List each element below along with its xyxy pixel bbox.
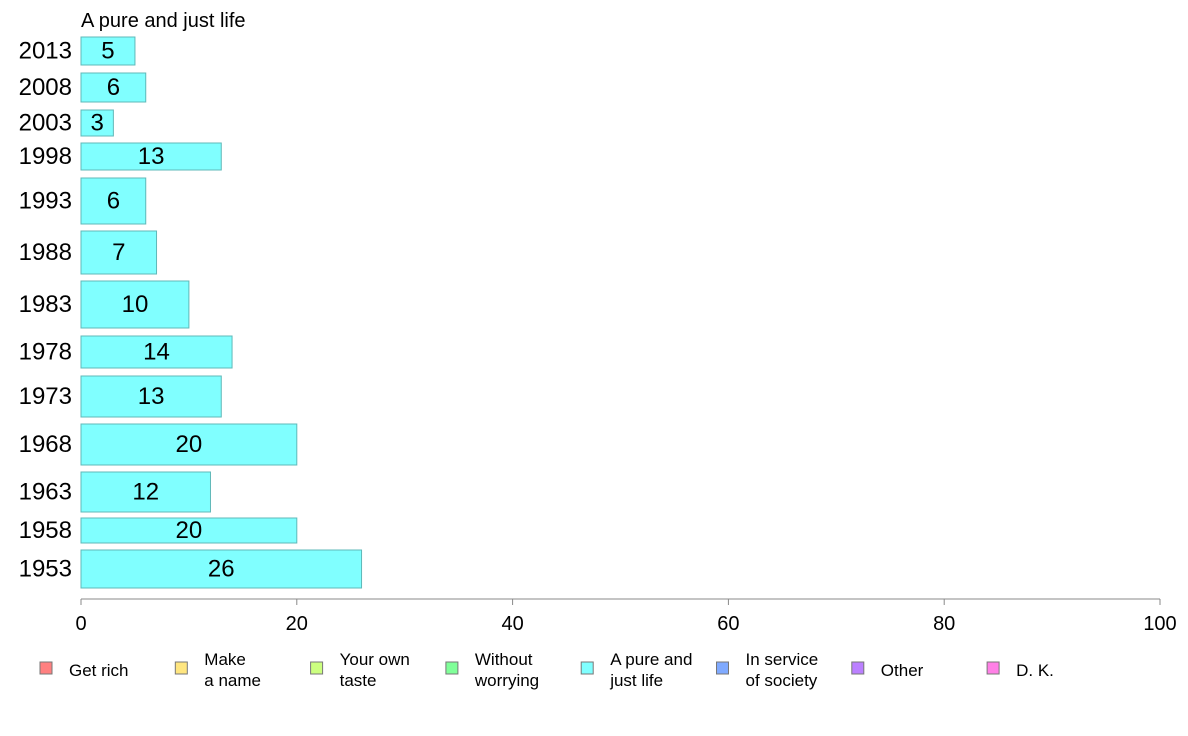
legend-label: D. K. [1016, 661, 1054, 680]
bar [80, 36, 136, 66]
data-label: 12 [132, 479, 159, 506]
data-label: 5 [101, 38, 114, 65]
category-label: 1973 [19, 383, 72, 410]
bar [80, 177, 147, 225]
legend-swatch [174, 661, 188, 675]
category-label: 2008 [19, 74, 72, 101]
legend-label: taste [340, 671, 377, 690]
data-label: 20 [176, 517, 203, 544]
legend-swatch [445, 661, 459, 675]
category-label: 1958 [19, 517, 72, 544]
legend-label: Make [204, 650, 246, 669]
bar [80, 109, 114, 137]
category-label: 1988 [19, 239, 72, 266]
data-label: 7 [112, 239, 125, 266]
legend-label: Without [475, 650, 533, 669]
legend-label: Your own [340, 650, 410, 669]
category-label: 2013 [19, 38, 72, 65]
legend: Get rich Make a name Your own taste Without wo… [39, 650, 1054, 690]
bar [80, 517, 298, 544]
bar [80, 230, 158, 275]
x-tick-label: 20 [286, 613, 308, 635]
category-label: 1978 [19, 339, 72, 366]
category-label: 1993 [19, 188, 72, 215]
x-tick-label: 0 [75, 613, 86, 635]
legend-label: Other [881, 661, 924, 680]
x-tick-label: 80 [933, 613, 955, 635]
bar [80, 142, 222, 171]
data-label: 13 [138, 383, 165, 410]
legend-label: of society [746, 671, 818, 690]
bar [80, 471, 211, 513]
legend-swatch [986, 661, 1000, 675]
data-label: 26 [208, 556, 235, 583]
legend-swatch [39, 661, 53, 675]
bar [80, 423, 298, 466]
legend-swatch [580, 661, 594, 675]
x-tick-label: 40 [501, 613, 523, 635]
legend-swatch [851, 661, 865, 675]
legend-label: just life [609, 671, 663, 690]
legend-label: A pure and [610, 650, 692, 669]
data-label: 14 [143, 339, 170, 366]
bar [80, 335, 233, 369]
bar [80, 549, 363, 589]
x-tick-label: 60 [717, 613, 739, 635]
legend-label: In service [746, 650, 819, 669]
data-label: 6 [107, 188, 120, 215]
category-label: 2003 [19, 110, 72, 137]
data-label: 20 [176, 431, 203, 458]
legend-label: worrying [474, 671, 539, 690]
x-axis: 0 20 40 60 80 100 [75, 598, 1177, 635]
data-label: 6 [107, 74, 120, 101]
bar [80, 280, 190, 329]
category-label: 1953 [19, 556, 72, 583]
bar [80, 375, 222, 418]
x-tick-label: 100 [1143, 613, 1176, 635]
category-label: 1968 [19, 431, 72, 458]
category-label: 1983 [19, 291, 72, 318]
category-label: 1998 [19, 143, 72, 170]
legend-label: a name [204, 671, 261, 690]
legend-swatch [716, 661, 729, 675]
data-label: 10 [122, 291, 149, 318]
bar [80, 72, 147, 103]
category-label: 1963 [19, 479, 72, 506]
chart-title: A pure and just life [81, 10, 246, 32]
legend-label: Get rich [69, 661, 129, 680]
legend-swatch [310, 661, 324, 675]
data-label: 13 [138, 143, 165, 170]
data-label: 3 [91, 110, 104, 137]
